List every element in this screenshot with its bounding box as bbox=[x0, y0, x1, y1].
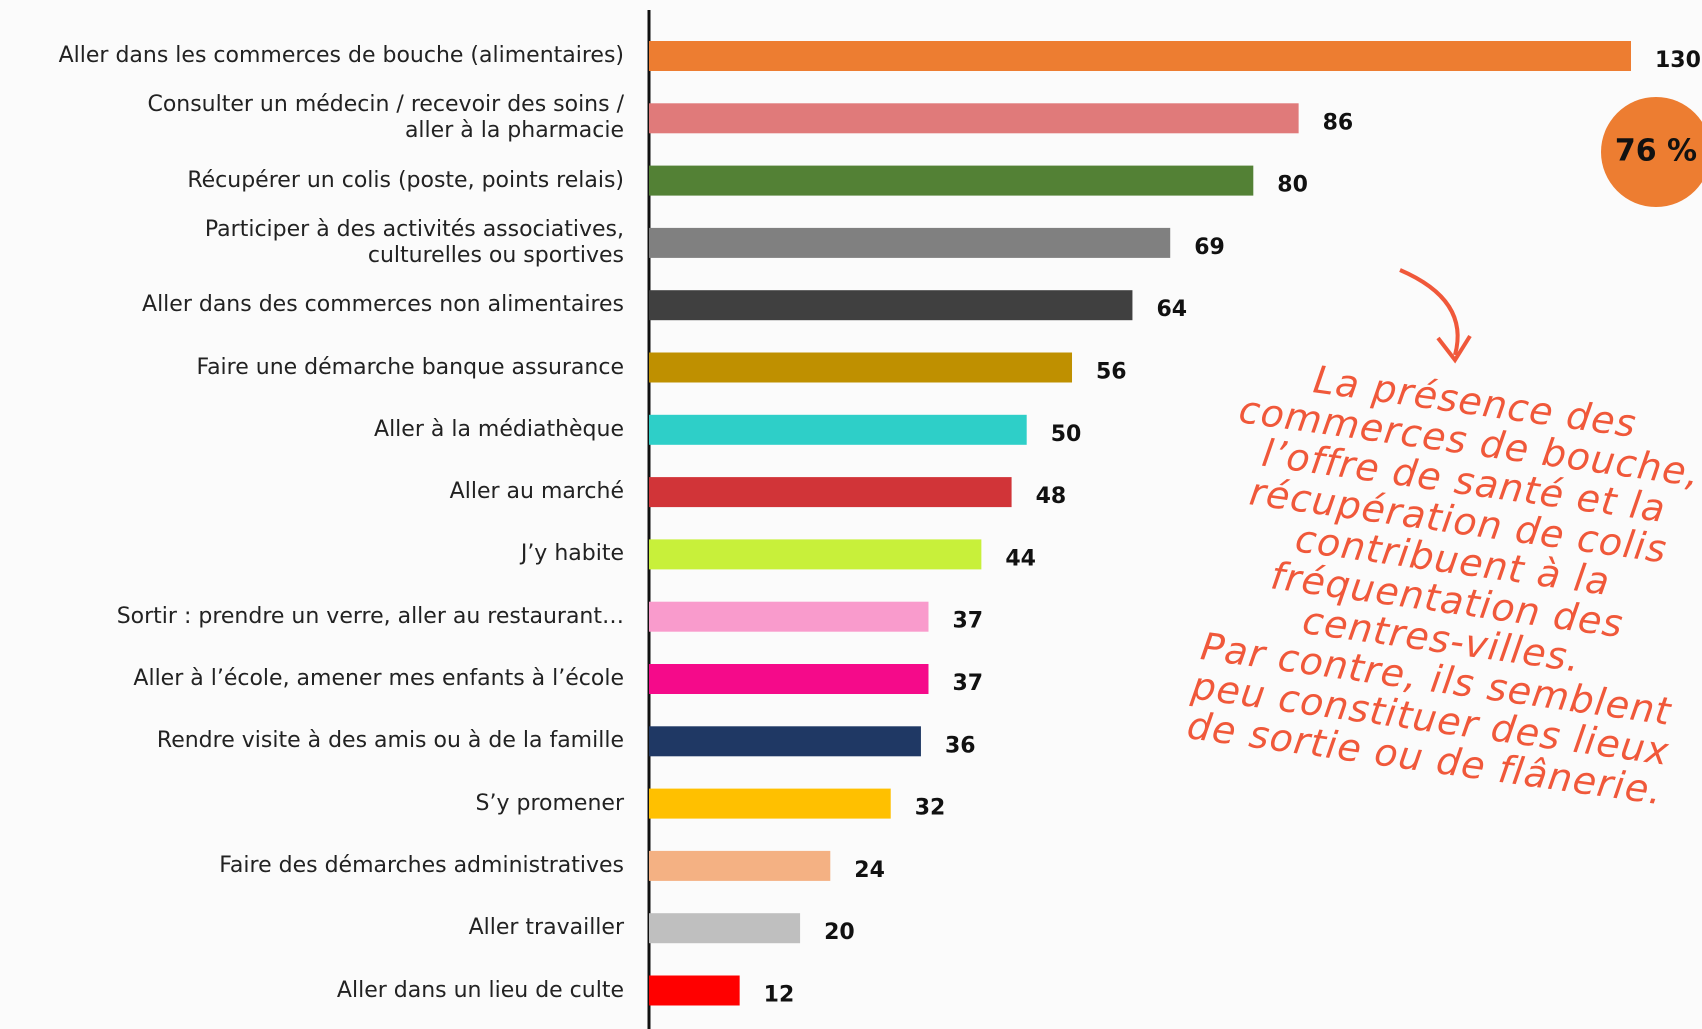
value-label: 37 bbox=[952, 671, 983, 696]
bar bbox=[649, 850, 831, 881]
bar bbox=[649, 975, 740, 1006]
category-label: Aller à l’école, amener mes enfants à l’… bbox=[133, 666, 624, 691]
value-label: 44 bbox=[1005, 546, 1036, 571]
category-label: Participer à des activités associatives,… bbox=[204, 216, 624, 268]
value-label: 20 bbox=[824, 920, 855, 945]
value-label: 80 bbox=[1277, 173, 1308, 198]
value-label: 36 bbox=[945, 733, 976, 758]
bar bbox=[649, 165, 1254, 196]
value-label: 37 bbox=[952, 609, 983, 634]
bar bbox=[649, 352, 1073, 383]
arrow-head bbox=[1436, 334, 1472, 364]
value-label: 86 bbox=[1323, 110, 1354, 135]
value-label: 24 bbox=[854, 858, 885, 883]
category-label: Aller dans un lieu de culte bbox=[336, 977, 624, 1003]
value-label: 50 bbox=[1051, 422, 1082, 447]
category-label: Sortir : prendre un verre, aller au rest… bbox=[116, 603, 624, 629]
value-label: 130 bbox=[1655, 48, 1701, 73]
bar bbox=[649, 788, 891, 819]
bar bbox=[649, 414, 1027, 445]
category-label: Aller à la médiathèque bbox=[374, 416, 624, 442]
category-label: Aller travailler bbox=[468, 915, 624, 941]
bar bbox=[649, 290, 1133, 321]
bar bbox=[649, 103, 1299, 134]
value-label: 56 bbox=[1096, 360, 1127, 385]
value-label: 48 bbox=[1036, 484, 1067, 509]
category-label: Faire une démarche banque assurance bbox=[196, 354, 624, 380]
bar bbox=[649, 539, 982, 570]
badge bbox=[1601, 97, 1702, 207]
bar bbox=[649, 913, 801, 944]
category-label: Récupérer un colis (poste, points relais… bbox=[187, 167, 624, 193]
bar bbox=[649, 726, 921, 757]
value-label: 69 bbox=[1194, 235, 1225, 260]
category-label: S’y promener bbox=[475, 790, 624, 816]
value-label: 64 bbox=[1156, 297, 1187, 322]
category-label: J’y habite bbox=[520, 541, 624, 567]
bar bbox=[649, 601, 929, 632]
category-label: Aller dans des commerces non alimentaire… bbox=[142, 292, 624, 318]
arrow bbox=[1399, 268, 1460, 356]
category-label: Aller au marché bbox=[449, 479, 624, 505]
badge-text: 76 % bbox=[1615, 134, 1697, 169]
bar bbox=[649, 41, 1631, 71]
bar bbox=[649, 227, 1171, 258]
bar bbox=[649, 664, 929, 694]
category-label: Faire des démarches administratives bbox=[219, 852, 624, 878]
value-label: 32 bbox=[915, 796, 946, 821]
value-label: 12 bbox=[764, 983, 795, 1008]
category-label: Rendre visite à des amis ou à de la fami… bbox=[156, 728, 624, 754]
category-label: Consulter un médecin / recevoir des soin… bbox=[147, 92, 624, 144]
bar bbox=[649, 477, 1012, 508]
category-label: Aller dans les commerces de bouche (alim… bbox=[58, 43, 624, 68]
